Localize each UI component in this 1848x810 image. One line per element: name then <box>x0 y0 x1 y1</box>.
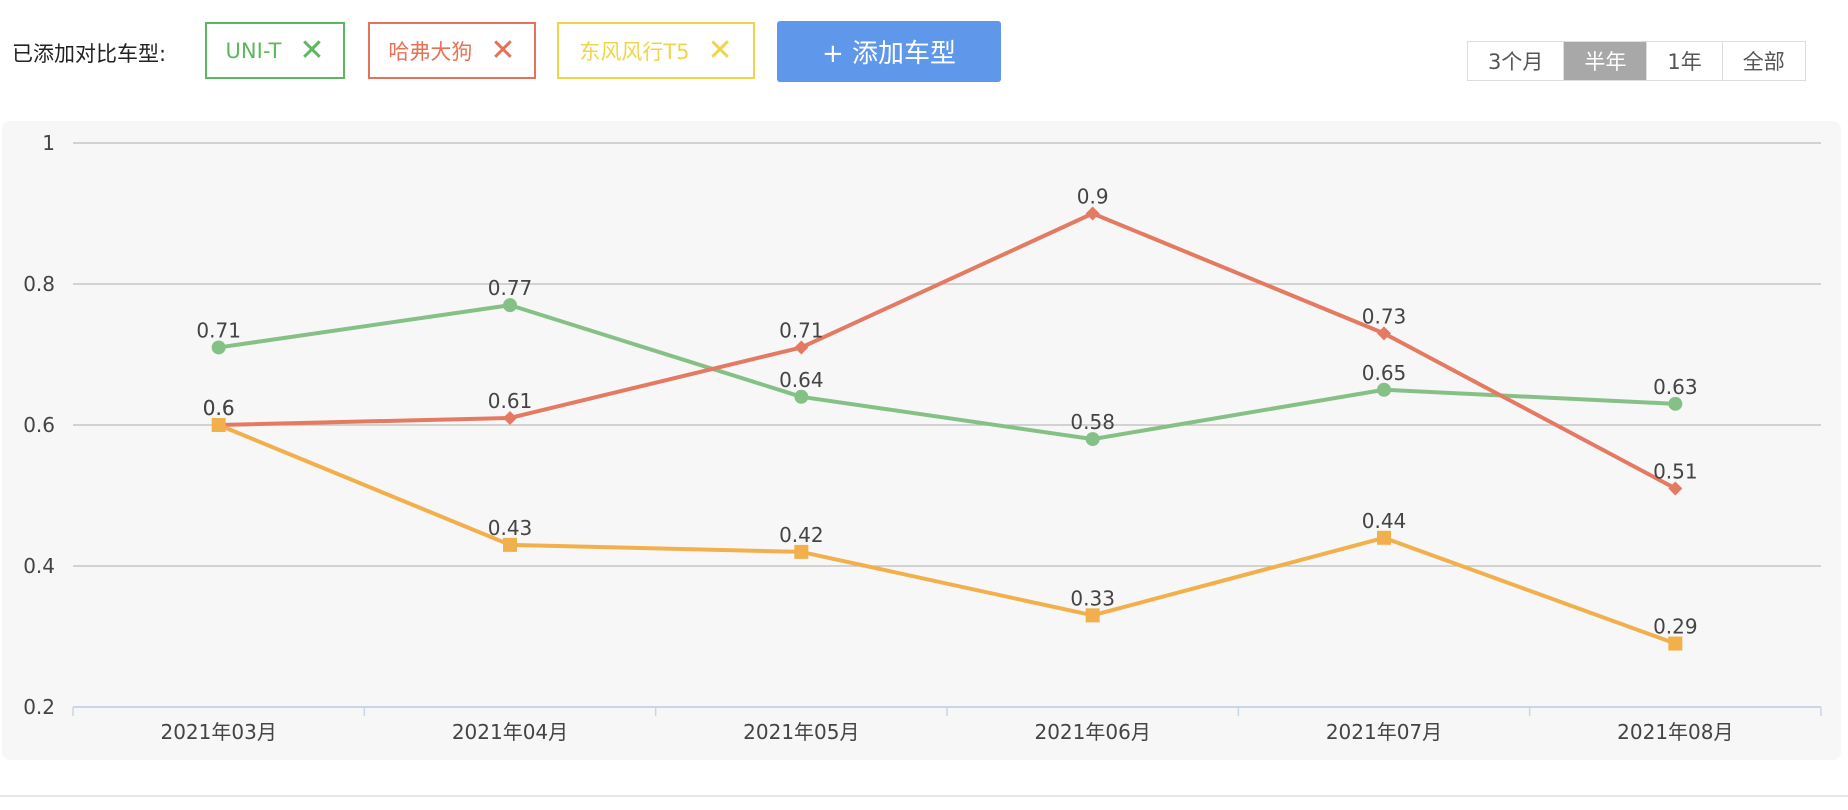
data-label: 0.42 <box>779 523 824 547</box>
y-tick-label: 1 <box>42 131 55 155</box>
data-label: 0.33 <box>1070 586 1115 610</box>
series-line <box>218 303 1676 442</box>
marker <box>1085 206 1100 221</box>
x-tick-label: 2021年06月 <box>1034 720 1150 744</box>
data-label: 0.58 <box>1070 410 1115 434</box>
marker <box>1377 382 1391 397</box>
series-line <box>217 423 1677 646</box>
period-switch: 3个月 半年 1年 全部 <box>1467 41 1806 81</box>
marker <box>1377 326 1391 341</box>
y-tick-label: 0.6 <box>23 413 55 437</box>
tag-text: UNI-T <box>225 38 282 63</box>
y-tick-label: 0.2 <box>23 695 55 719</box>
marker <box>1085 608 1100 623</box>
period-option[interactable]: 全部 <box>1742 50 1785 74</box>
marker <box>503 298 517 313</box>
tag-text: 东风风行T5 <box>579 39 690 64</box>
marker <box>211 340 226 355</box>
marker <box>1085 432 1100 447</box>
data-label: 0.63 <box>1653 375 1698 399</box>
period-option[interactable]: 3个月 <box>1468 42 1565 80</box>
marker <box>503 537 517 552</box>
x-tick-label: 2021年04月 <box>452 720 568 744</box>
data-label: 0.73 <box>1362 304 1407 328</box>
compare-tag: 东风风行T5 ✕ <box>557 22 755 79</box>
x-tick-label: 2021年07月 <box>1326 720 1442 744</box>
period-option[interactable]: 半年 <box>1564 42 1648 80</box>
series-line <box>218 211 1677 491</box>
data-label: 0.71 <box>196 318 241 342</box>
data-label: 0.51 <box>1653 459 1698 483</box>
marker <box>211 418 226 432</box>
data-label: 0.43 <box>488 516 533 540</box>
data-label: 0.77 <box>488 276 533 300</box>
data-label: 0.44 <box>1362 509 1407 533</box>
y-tick-label: 0.8 <box>23 272 55 296</box>
marker <box>794 389 809 404</box>
marker <box>503 410 517 425</box>
marker <box>1668 396 1683 411</box>
remove-icon[interactable]: ✕ <box>299 32 325 68</box>
marker <box>1668 636 1683 651</box>
x-tick-label: 2021年03月 <box>160 720 276 744</box>
y-tick-label: 0.4 <box>23 554 55 578</box>
remove-icon[interactable]: ✕ <box>490 32 516 68</box>
data-label: 0.61 <box>488 389 533 413</box>
data-label: 0.65 <box>1362 361 1407 385</box>
remove-icon[interactable]: ✕ <box>707 32 733 68</box>
compare-tag: 哈弗大狗 ✕ <box>368 22 536 79</box>
chart-panel <box>2 121 1841 760</box>
compare-label: 已添加对比车型: <box>12 42 167 66</box>
data-label: 0.6 <box>203 396 235 420</box>
data-label: 0.64 <box>779 368 824 392</box>
data-label: 0.6 <box>203 396 235 420</box>
tag-text: 哈弗大狗 <box>388 39 473 64</box>
marker <box>1668 481 1683 496</box>
compare-tag: UNI-T ✕ <box>205 22 345 79</box>
marker <box>1377 530 1391 545</box>
marker <box>794 544 809 559</box>
x-tick-label: 2021年05月 <box>743 720 859 744</box>
marker <box>794 340 809 355</box>
data-label: 0.9 <box>1077 185 1109 209</box>
add-button[interactable]: + 添加车型 <box>777 21 1001 82</box>
x-tick-label: 2021年08月 <box>1617 720 1733 744</box>
data-label: 0.29 <box>1653 615 1698 639</box>
period-option[interactable]: 1年 <box>1647 42 1723 80</box>
data-label: 0.71 <box>779 318 824 342</box>
